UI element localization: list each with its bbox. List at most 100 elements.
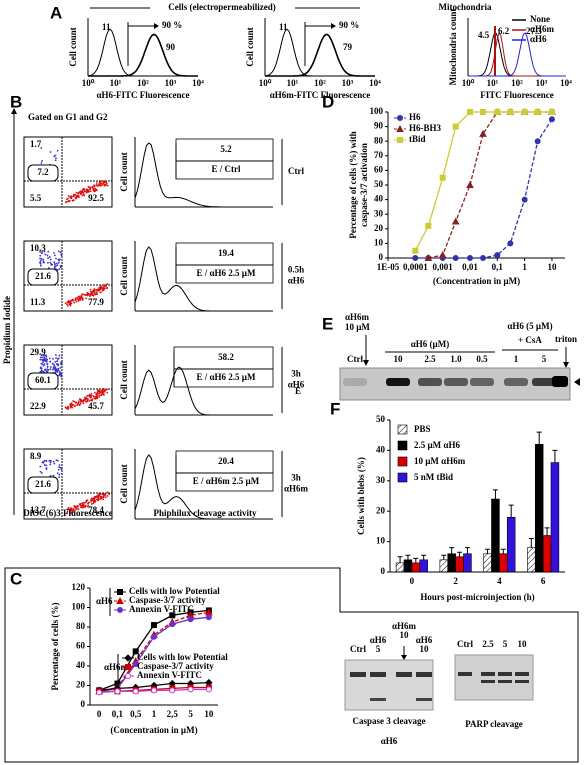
dot	[69, 304, 72, 307]
quadrant-value: 77.9	[88, 297, 104, 307]
quadrant-value: 45.7	[88, 401, 104, 411]
dot	[92, 290, 95, 293]
marker	[507, 109, 514, 115]
dot	[76, 506, 78, 509]
dot	[100, 291, 102, 294]
dot	[54, 159, 57, 162]
gel-caption: Caspase 3 cleavage	[353, 716, 426, 726]
quadrant-value: 60.1	[35, 375, 51, 385]
dot	[59, 362, 62, 364]
hist-gate: E / αH6 2.5 µM	[197, 268, 256, 278]
dot	[49, 258, 52, 261]
lane-label: 5	[503, 639, 508, 649]
dot	[77, 299, 80, 302]
dot	[100, 496, 103, 498]
dot	[91, 503, 93, 505]
dot	[88, 393, 91, 396]
gel-band	[532, 378, 556, 386]
marker	[117, 589, 123, 595]
legend-label: 10 µM αH6m	[414, 456, 466, 466]
dot	[69, 301, 72, 304]
x-tick-label: 10³	[165, 78, 177, 88]
marker	[451, 217, 460, 225]
dot	[98, 396, 101, 398]
bar	[419, 559, 428, 573]
dot	[102, 498, 105, 501]
dot	[48, 459, 51, 462]
error-bar	[405, 554, 411, 560]
marker	[169, 687, 176, 694]
scatter-frame	[23, 344, 113, 416]
dot	[80, 400, 82, 403]
dot	[48, 357, 51, 360]
panel-label: D	[322, 92, 334, 111]
dot	[55, 369, 58, 372]
x-axis-label: DiOC(6)3 Fluorescence	[23, 508, 113, 518]
dot	[95, 291, 98, 294]
dot	[69, 511, 72, 513]
y-tick-label: 50	[376, 414, 386, 424]
dot	[82, 293, 85, 296]
dot	[59, 266, 62, 269]
marker	[169, 621, 176, 628]
dot	[82, 400, 84, 403]
dot	[69, 406, 72, 409]
y-axis-label: Cell count	[119, 152, 129, 191]
dot	[55, 459, 58, 462]
dot	[49, 368, 52, 371]
lane-label: αH6	[416, 635, 433, 645]
legend-label: Caspase-3/7 activity	[137, 661, 214, 671]
dot	[83, 398, 86, 401]
gel-band	[444, 378, 468, 386]
lane-label: αH6m	[392, 621, 417, 631]
dot	[50, 263, 53, 265]
condition-label: 3h	[291, 369, 301, 379]
dot	[105, 285, 107, 287]
gel	[344, 659, 434, 711]
marker	[439, 174, 446, 181]
dot	[59, 370, 61, 373]
dot	[83, 399, 86, 402]
histogram-curve	[264, 28, 375, 77]
dot	[91, 185, 94, 188]
dot	[74, 299, 77, 301]
value-frame	[175, 242, 274, 284]
dot	[72, 404, 75, 406]
marker	[534, 109, 541, 115]
dot	[52, 368, 54, 371]
marker	[521, 196, 528, 203]
error-bar	[457, 551, 463, 557]
dot	[72, 193, 75, 196]
dot	[80, 506, 82, 509]
dot	[64, 302, 67, 305]
dot	[85, 499, 88, 502]
dot	[82, 191, 84, 194]
value-frame	[173, 346, 274, 388]
dot	[92, 497, 95, 500]
dot	[71, 199, 74, 202]
error-bar	[552, 449, 558, 463]
lane-label: 10	[400, 630, 410, 640]
dot	[75, 300, 78, 303]
dot	[40, 362, 43, 365]
dot	[74, 509, 76, 512]
dot	[53, 261, 56, 263]
dot	[56, 371, 59, 373]
quadrant-value: 12,7	[30, 505, 46, 515]
lane-label: 1	[514, 354, 519, 364]
dot	[87, 505, 90, 507]
dot	[84, 190, 86, 193]
x-axis-label: (Concentration in µM)	[110, 725, 197, 735]
value-label: 6.2	[498, 26, 510, 36]
x-tick-label: 10¹	[110, 78, 122, 88]
x-axis-label: (Concentration in µM)	[433, 276, 520, 286]
x-axis-label: Hours post-microinjection (h)	[420, 592, 534, 602]
y-axis-label: Cell count	[119, 464, 129, 503]
dot	[106, 184, 109, 187]
dot	[100, 180, 103, 182]
marker	[396, 124, 404, 132]
dot	[101, 184, 104, 186]
dot	[99, 288, 102, 291]
dot	[42, 259, 45, 261]
